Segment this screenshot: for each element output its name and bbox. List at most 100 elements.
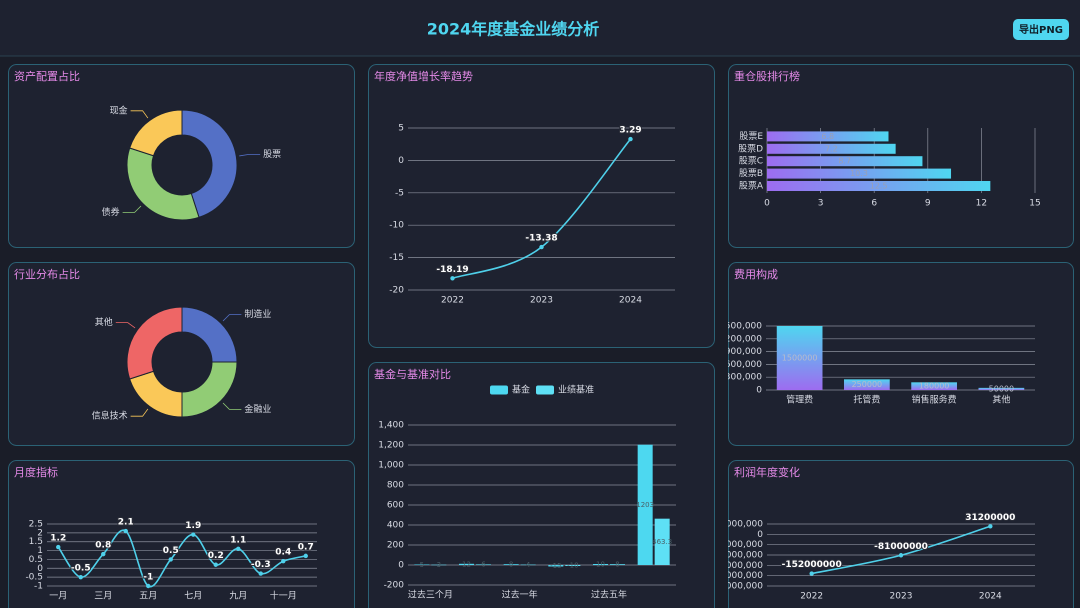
data-label: 0.5 [163, 546, 179, 556]
x-tick-label: 一月 [49, 591, 67, 602]
bar-value-label: 4 [526, 561, 531, 569]
y-tick-label: 800 [387, 481, 404, 491]
data-label: 2.1 [118, 518, 134, 528]
y-tick-label: 5 [398, 124, 404, 134]
pie-slice [129, 109, 183, 157]
bar-value-label: 10 [596, 561, 605, 569]
line-point [450, 276, 455, 281]
data-label: 1.1 [230, 535, 246, 545]
data-label: -0.3 [251, 560, 271, 570]
y-tick-label: -0.5 [25, 573, 43, 583]
panel-bg [368, 362, 715, 608]
bar [431, 564, 447, 566]
line-point [101, 551, 106, 557]
legend-label: 业绩基准 [558, 384, 594, 396]
y-tick-label: 股票A [739, 181, 764, 192]
bar [520, 564, 536, 566]
x-tick-label: 2023 [530, 296, 553, 306]
pie-label: 制造业 [244, 308, 271, 320]
bar-value-label: 12.5 [870, 182, 888, 191]
bar-value-label: 8 [615, 561, 619, 569]
bar [654, 518, 670, 565]
x-tick-label: 2022 [800, 592, 823, 602]
y-tick-label: -200 [384, 581, 405, 591]
y-tick-label: 股票C [739, 156, 763, 167]
panel-title: 年度净值增长率趋势 [374, 69, 473, 83]
pie-label: 债券 [102, 206, 120, 218]
y-tick-label: -5 [395, 188, 404, 198]
panel-bg [728, 460, 1074, 608]
export-button-label[interactable]: 导出PNG [1019, 23, 1063, 36]
x-tick-label: 2022 [441, 296, 464, 306]
leader-line [130, 408, 149, 417]
line-point [258, 571, 263, 576]
x-tick-label: 6 [871, 199, 877, 209]
y-tick-label: 1 [37, 546, 43, 556]
bar [476, 564, 491, 565]
leader-line [222, 402, 242, 410]
x-tick-label: 9 [925, 199, 931, 209]
export-button-bg[interactable] [1013, 19, 1069, 40]
bar-value-label: 50000 [989, 384, 1014, 393]
x-tick-label: 过去五年 [591, 589, 627, 601]
panel-bg [728, 262, 1074, 446]
x-tick-label: 2023 [890, 592, 913, 602]
legend-swatch [490, 385, 508, 395]
bar [767, 143, 896, 154]
bar-value-label: 1500000 [782, 354, 818, 363]
x-tick-label: 2024 [979, 592, 1002, 602]
line-point [898, 553, 904, 558]
bar-value-label: 1203 [636, 501, 654, 509]
data-label: 0.4 [275, 548, 291, 558]
y-tick-label: 股票D [738, 143, 763, 154]
pie-label: 股票 [263, 149, 281, 160]
y-tick-label: 400 [387, 521, 404, 531]
line-point [628, 136, 633, 142]
bar-value-label: 5 [420, 561, 424, 569]
data-label: 31200000 [965, 513, 1015, 523]
panel-bg [8, 262, 355, 446]
leader-line [239, 154, 261, 157]
bar-value-label: 8 [509, 561, 513, 569]
pie-label: 信息技术 [92, 410, 128, 422]
bar-value-label: -10 [567, 562, 578, 570]
y-tick-label: 股票E [739, 131, 763, 142]
line-point [213, 562, 218, 567]
y-tick-label: 0 [757, 530, 763, 540]
bar [978, 387, 1025, 390]
bar-value-label: 6.8 [821, 132, 834, 141]
bar [610, 564, 625, 565]
line-point [78, 574, 83, 580]
y-tick-label: -10 [389, 221, 404, 231]
panel-title: 利润年度变化 [734, 465, 800, 479]
y-tick-label: -160,000,000 [702, 571, 763, 581]
y-tick-label: 1,400 [378, 421, 404, 431]
export-button[interactable]: 导出PNG [1013, 19, 1069, 40]
y-tick-label: 2 [37, 528, 43, 538]
panel-title: 重仓股排行榜 [734, 69, 800, 83]
bar-value-label: 250000 [852, 380, 883, 389]
bar-value-label: 3 [437, 561, 441, 569]
y-tick-label: -200,000,000 [702, 582, 763, 592]
data-label: 3.29 [619, 126, 641, 136]
panel: 年度净值增长率趋势 -20 -15 -10 -5 0 5 2022 2023 2024 -18.19… [368, 64, 715, 348]
data-label: 1.9 [185, 521, 201, 531]
y-tick-label: 0 [37, 564, 43, 574]
x-tick-label: 五月 [139, 591, 157, 602]
y-tick-label: 200 [387, 541, 404, 551]
y-tick-label: 0.5 [29, 555, 43, 565]
bar [565, 565, 581, 566]
data-label: 1.2 [50, 534, 66, 544]
data-label: 0.2 [208, 551, 224, 561]
bar [637, 444, 653, 565]
page-title: 2024年度基金业绩分析 [427, 20, 600, 39]
panel-title: 基金与基准对比 [374, 367, 451, 381]
pie-slice [126, 147, 200, 221]
panel: 重仓股排行榜 0 3 6 9 12 15 股票A 12.5 股票B 10.3 股票C 8.7 股票D 7.2… [728, 64, 1074, 248]
panel-bg [8, 460, 355, 608]
x-tick-label: 0 [764, 199, 770, 209]
panel-title: 月度指标 [14, 465, 58, 479]
y-tick-label: 股票B [739, 168, 763, 179]
